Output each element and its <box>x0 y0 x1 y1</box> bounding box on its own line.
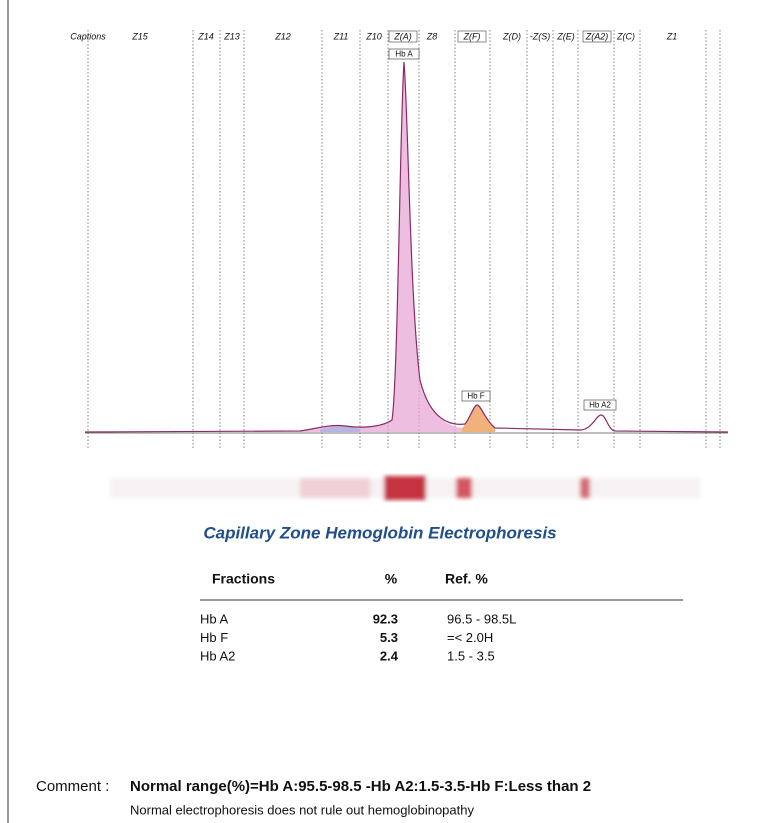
zone-label: Z(E) <box>556 31 575 41</box>
hb-a-area <box>300 62 462 432</box>
zone-label: Z14 <box>197 31 214 41</box>
gel-band <box>110 476 700 500</box>
zone-label: Z(C) <box>616 31 635 41</box>
fraction-name: Hb A <box>200 611 229 626</box>
zone-label: Z10 <box>365 31 382 41</box>
zone-label: Z(A2) <box>585 31 609 41</box>
zone-label: Captions <box>70 31 106 41</box>
fraction-name: Hb F <box>200 630 228 645</box>
fraction-percent: 2.4 <box>380 648 399 663</box>
report-page: Captions Z15 Z14 Z13 Z12 Z11 Z10 Z(A) Z8 Z(F) Z(D)… <box>0 0 762 823</box>
zone-label: Z8 <box>426 31 438 41</box>
zone-label: Z(F) <box>463 31 481 41</box>
electropherogram <box>85 62 728 433</box>
zone-label: Z(A) <box>393 31 412 41</box>
fraction-percent: 92.3 <box>373 611 398 626</box>
table-header: % <box>385 571 398 587</box>
fraction-percent: 5.3 <box>380 630 398 645</box>
peak-label: Hb F <box>467 392 484 401</box>
comment-label: Comment : <box>36 778 109 795</box>
reference-range: 96.5 - 98.5L <box>447 611 516 626</box>
zone-label: Z12 <box>274 31 291 41</box>
peak-label: Hb A2 <box>589 401 611 410</box>
zone-label: Z11 <box>333 31 349 41</box>
fraction-name: Hb A2 <box>200 648 235 663</box>
zone-label: -Z(S) <box>530 31 551 41</box>
peak-label: Hb A <box>395 50 413 59</box>
table-header: Fractions <box>212 571 275 587</box>
reference-range: =< 2.0H <box>447 630 493 645</box>
zone-label: Z13 <box>223 31 240 41</box>
reference-range: 1.5 - 3.5 <box>447 648 495 663</box>
zone-label: Z(D) <box>502 31 521 41</box>
report-title: Capillary Zone Hemoglobin Electrophoresi… <box>203 523 556 542</box>
zone-label: Z1 <box>666 31 678 41</box>
comment-text: Normal range(%)=Hb A:95.5-98.5 -Hb A2:1.… <box>130 778 591 795</box>
zone-label: Z15 <box>131 31 149 41</box>
comment-note: Normal electrophoresis does not rule out… <box>130 802 474 817</box>
table-header: Ref. % <box>445 571 488 587</box>
